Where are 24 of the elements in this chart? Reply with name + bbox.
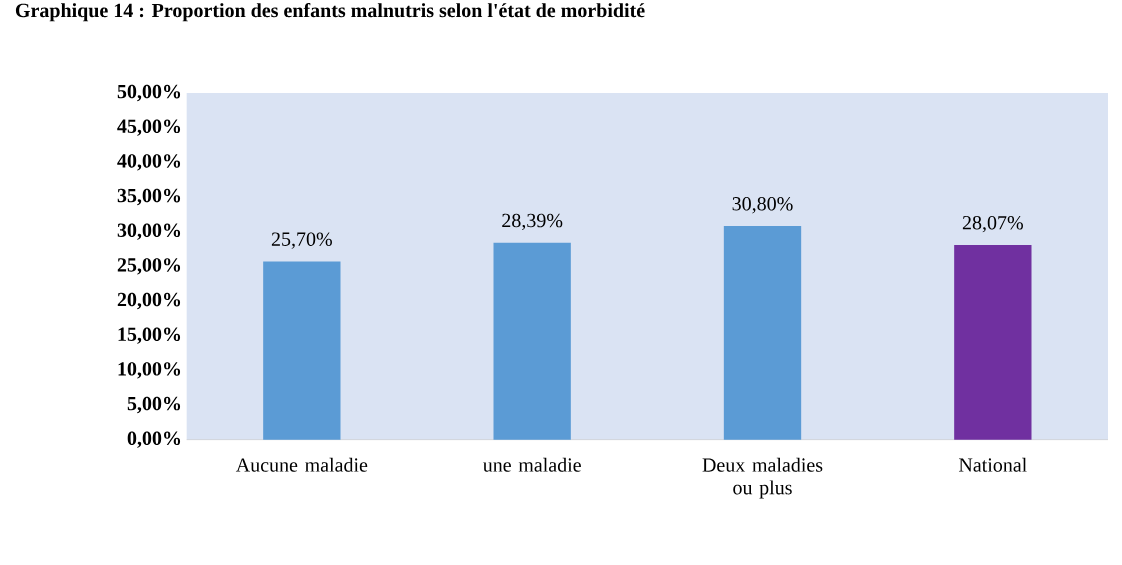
chart-title: Graphique 14 : Proportion des enfants malnutris selon l'état de morbidité	[15, 2, 645, 22]
data-label: 25,70%	[271, 232, 332, 249]
bar	[493, 242, 571, 440]
data-label: 30,80%	[732, 197, 793, 214]
y-tick-label: 50,00%	[117, 84, 181, 102]
y-tick-label: 5,00%	[127, 396, 181, 414]
y-tick-label: 0,00%	[127, 431, 181, 448]
y-tick-label: 45,00%	[117, 119, 181, 136]
y-tick-label: 40,00%	[117, 154, 181, 171]
y-tick-label: 15,00%	[118, 327, 181, 344]
x-tick-label: Deux maladies ou plus	[702, 457, 823, 499]
bar	[954, 245, 1032, 440]
y-tick-label: 10,00%	[118, 362, 181, 379]
y-tick-label: 20,00%	[117, 292, 181, 310]
bar	[723, 226, 802, 440]
y-tick-label: 30,00%	[117, 223, 181, 240]
bar	[263, 261, 341, 440]
x-tick-label: Aucune maladie	[235, 457, 368, 472]
x-tick-label: National	[958, 457, 1027, 472]
x-tick-label: une maladie	[483, 457, 581, 472]
y-tick-label: 25,00%	[117, 258, 181, 275]
y-tick-label: 35,00%	[117, 188, 181, 206]
data-label: 28,07%	[962, 215, 1023, 233]
data-label: 28,39%	[502, 213, 563, 231]
